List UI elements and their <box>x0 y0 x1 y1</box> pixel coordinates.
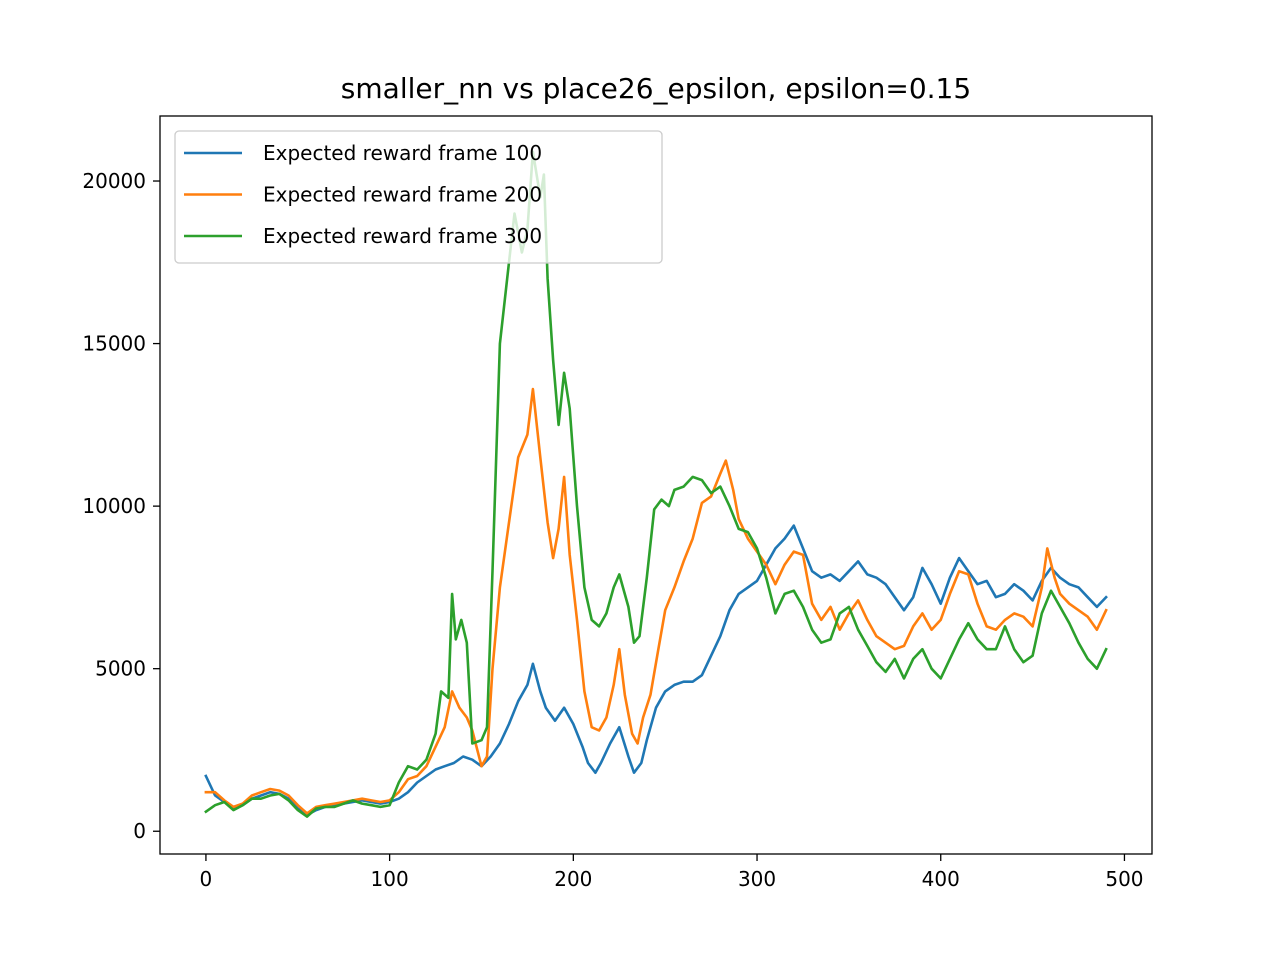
legend-label-3: Expected reward frame 300 <box>263 224 542 248</box>
legend-box <box>174 130 663 264</box>
plot-frame <box>159 115 1153 855</box>
series-line-1 <box>204 524 1108 817</box>
y-tick-label: 5000 <box>95 657 146 681</box>
x-tick-label: 200 <box>554 867 592 891</box>
legend-label-2: Expected reward frame 200 <box>263 183 542 207</box>
x-tick-label: 400 <box>922 867 960 891</box>
chart-title: smaller_nn vs place26_epsilon, epsilon=0… <box>341 72 971 105</box>
series-line-2 <box>204 387 1108 815</box>
y-tick-label: 10000 <box>82 494 146 518</box>
series-line-3 <box>204 150 1108 818</box>
x-tick-label: 100 <box>371 867 409 891</box>
y-axis: 0 5000 10000 15000 20000 <box>82 169 160 843</box>
y-tick-label: 15000 <box>82 332 146 356</box>
x-axis: 0 100 200 300 400 500 <box>200 854 1144 891</box>
y-tick-label: 20000 <box>82 169 146 193</box>
series-layer <box>204 150 1108 818</box>
x-tick-label: 300 <box>738 867 776 891</box>
legend-label-1: Expected reward frame 100 <box>263 141 542 165</box>
x-tick-label: 0 <box>200 867 213 891</box>
x-tick-label: 500 <box>1105 867 1143 891</box>
legend: Expected reward frame 100 Expected reward… <box>174 130 663 264</box>
y-tick-label: 0 <box>133 819 146 843</box>
